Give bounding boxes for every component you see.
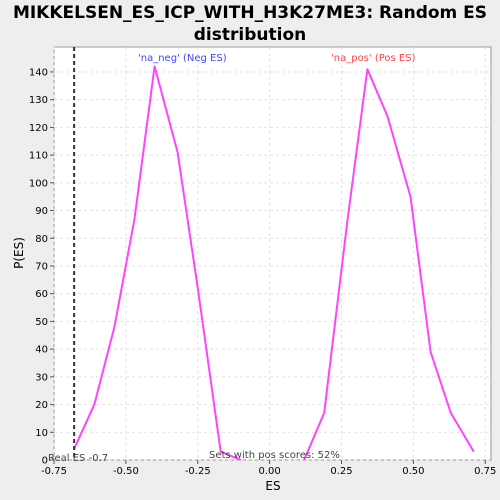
- y-tick-label: 20: [35, 400, 48, 411]
- pos-series-line: [303, 68, 475, 461]
- y-tick-label: 30: [35, 372, 48, 383]
- chart-title-line-1: MIKKELSEN_ES_ICP_WITH_H3K27ME3: Random E…: [12, 3, 488, 23]
- x-tick-label: 0.50: [402, 466, 424, 477]
- y-tick-label: 100: [29, 178, 48, 189]
- y-tick-label: 60: [35, 289, 48, 300]
- y-tick-label: 0: [42, 456, 48, 467]
- x-tick-label: 0.00: [258, 466, 280, 477]
- grid: [53, 47, 491, 461]
- y-tick-label: 40: [35, 345, 48, 356]
- x-axis-label: ES: [265, 479, 280, 493]
- x-axis: -0.75 -0.50 -0.25 0.00 0.25 0.50 0.75: [41, 460, 496, 477]
- x-tick-label: -0.25: [185, 466, 211, 477]
- y-tick-label: 110: [29, 151, 48, 162]
- x-tick-label: -0.50: [113, 466, 139, 477]
- y-tick-label: 70: [35, 261, 48, 272]
- chart-title-line-2: distribution: [193, 25, 307, 45]
- pos-scores-label: Sets with pos scores: 52%: [209, 450, 340, 461]
- y-axis-label: P(ES): [12, 237, 26, 269]
- x-tick-label: 0.75: [474, 466, 496, 477]
- y-tick-label: 10: [35, 428, 48, 439]
- chart-title: MIKKELSEN_ES_ICP_WITH_H3K27ME3: Random E…: [0, 2, 500, 46]
- x-tick-label: 0.25: [330, 466, 352, 477]
- y-axis: 0 10 20 30 40 50 60 70 80 90 100 110 120 130 140: [29, 67, 54, 467]
- y-tick-label: 80: [35, 234, 48, 245]
- y-tick-label: 90: [35, 206, 48, 217]
- neg-series-line: [73, 65, 242, 461]
- y-tick-label: 120: [29, 123, 48, 134]
- y-tick-label: 140: [29, 67, 48, 78]
- pos-series-label: 'na_pos' (Pos ES): [331, 53, 416, 64]
- real-es-label: Real ES -0.7: [48, 453, 108, 464]
- series-lines: [73, 65, 475, 461]
- neg-series-label: 'na_neg' (Neg ES): [138, 53, 227, 64]
- x-tick-label: -0.75: [41, 466, 67, 477]
- y-tick-label: 50: [35, 317, 48, 328]
- plot-area: [53, 46, 492, 461]
- y-tick-label: 130: [29, 95, 48, 106]
